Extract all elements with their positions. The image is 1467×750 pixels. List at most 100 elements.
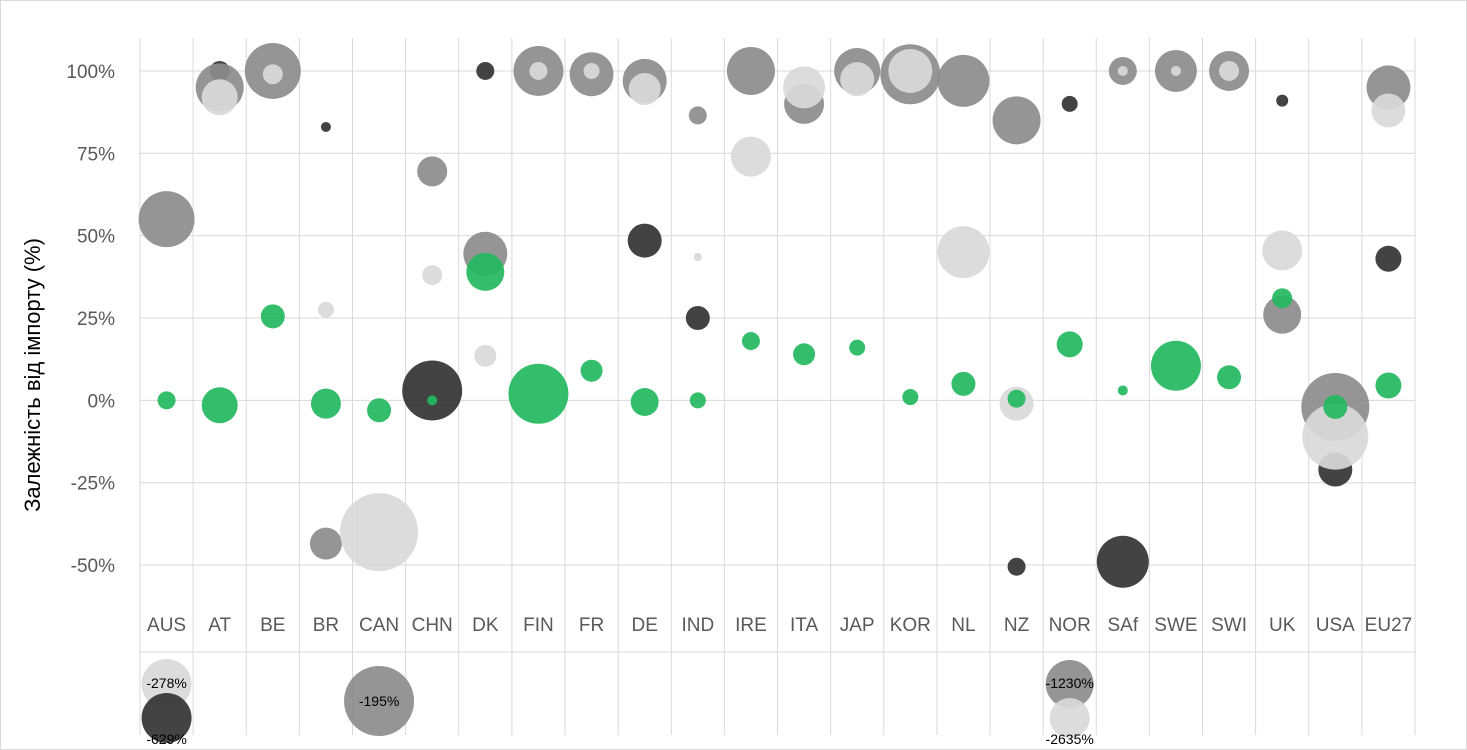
gridlines [139, 38, 1416, 735]
bubble-dark [1276, 94, 1289, 107]
x-category-label: AUS [147, 615, 186, 636]
bubble-green [793, 343, 816, 366]
bubble-light [317, 301, 334, 318]
x-category-label: CAN [359, 615, 399, 636]
x-category-label: FIN [523, 615, 554, 636]
bubble-green [466, 252, 505, 291]
x-category-label: DK [472, 615, 499, 636]
bubble-light [1170, 65, 1181, 76]
bubble-dark [320, 121, 331, 132]
x-category-label: BE [260, 615, 285, 636]
x-axis-categories: AUS AT BE BR CAN CHN DK FIN FR DE IND IRE ITA JAP KOR N… [147, 615, 1412, 636]
x-category-label: SAf [1108, 615, 1139, 636]
offscale-label: -195% [359, 693, 399, 709]
bubble-light [937, 226, 990, 279]
x-category-label: EU27 [1365, 615, 1413, 636]
bubble-light [840, 62, 875, 97]
bubble-green [1375, 372, 1402, 399]
bubble-mid [309, 527, 342, 560]
y-tick-label: 75% [77, 144, 115, 165]
bubble-light [1371, 93, 1406, 128]
offscale-label: -278% [146, 675, 186, 691]
bubble-green [1323, 394, 1348, 419]
bubble-light [583, 62, 600, 79]
bubble-dark [685, 306, 710, 330]
x-category-label: FR [579, 615, 604, 636]
bubble-dark [476, 61, 495, 80]
bubble-green [630, 388, 659, 416]
bubble-dark [402, 360, 463, 421]
offscale-bubble-dark [141, 693, 192, 743]
bubble-green [367, 398, 392, 423]
x-category-label: USA [1316, 615, 1355, 636]
bubble-green [201, 387, 238, 424]
bubble-dark [627, 223, 662, 258]
bubble-light [422, 265, 443, 286]
bubble-mid [138, 191, 195, 248]
x-category-label: NZ [1004, 615, 1030, 636]
y-tick-label: -50% [71, 556, 115, 577]
bubble-dark [1061, 95, 1078, 112]
y-axis-ticks: -50% -25% 0% 25% 50% 75% 100% [66, 62, 115, 577]
y-tick-label: 25% [77, 309, 115, 330]
bubble-light [783, 66, 826, 109]
x-category-label: JAP [840, 615, 875, 636]
y-tick-label: -25% [71, 474, 115, 495]
bubbles [138, 42, 1411, 588]
offscale-label: -1230% [1046, 675, 1094, 691]
x-category-label: NOR [1049, 615, 1091, 636]
bubble-green [951, 371, 976, 396]
y-tick-label: 0% [88, 391, 116, 412]
offscale-bubble-light [1049, 698, 1090, 738]
bubble-light [201, 79, 238, 116]
bubble-dark [1375, 245, 1402, 272]
bubble-dark [1007, 557, 1026, 576]
bubble-light [1302, 403, 1369, 470]
bubble-green [1117, 385, 1128, 396]
x-category-label: IRE [735, 615, 767, 636]
bubble-light [1219, 60, 1240, 81]
x-category-label: DE [631, 615, 657, 636]
y-axis-title: Залежність від імпорту (%) [20, 238, 45, 512]
bubble-green [427, 395, 438, 406]
bubble-mid [417, 156, 448, 187]
y-tick-label: 50% [77, 227, 115, 248]
offscale-panel: -278% -629% -195% -1230% -2635% [141, 659, 1094, 747]
bubble-green [508, 363, 569, 424]
offscale-bubble-mid [1045, 660, 1094, 708]
bubble-green [689, 392, 706, 409]
bubble-mid [937, 54, 990, 107]
bubble-light [529, 61, 548, 80]
bubble-dark [1096, 535, 1149, 588]
bubble-mid [1263, 295, 1302, 334]
bubble-light [340, 493, 419, 572]
offscale-bubble-mid [344, 666, 415, 736]
bubble-light [730, 136, 771, 177]
bubble-green [1150, 340, 1201, 391]
x-category-label: BR [313, 615, 339, 636]
x-category-label: IND [681, 615, 714, 636]
bubble-mid [992, 96, 1041, 145]
bubble-light [628, 73, 661, 106]
bubble-light [262, 64, 283, 85]
offscale-label: -629% [146, 731, 186, 747]
bubble-mid [726, 46, 775, 95]
bubble-green [741, 332, 760, 351]
x-category-label: CHN [412, 615, 453, 636]
bubble-green [1007, 389, 1026, 408]
bubble-mid [688, 106, 707, 125]
bubble-green [260, 304, 285, 329]
offscale-label: -2635% [1046, 731, 1094, 747]
x-category-label: AT [208, 615, 231, 636]
x-category-label: SWI [1211, 615, 1247, 636]
bubble-green [1217, 365, 1242, 390]
bubble-light [474, 344, 497, 367]
bubble-green [310, 388, 341, 419]
bubble-green [1272, 288, 1293, 309]
bubble-light [1262, 230, 1303, 271]
bubble-light [888, 48, 933, 93]
bubble-light [1117, 65, 1128, 76]
bubble-green [849, 339, 866, 356]
